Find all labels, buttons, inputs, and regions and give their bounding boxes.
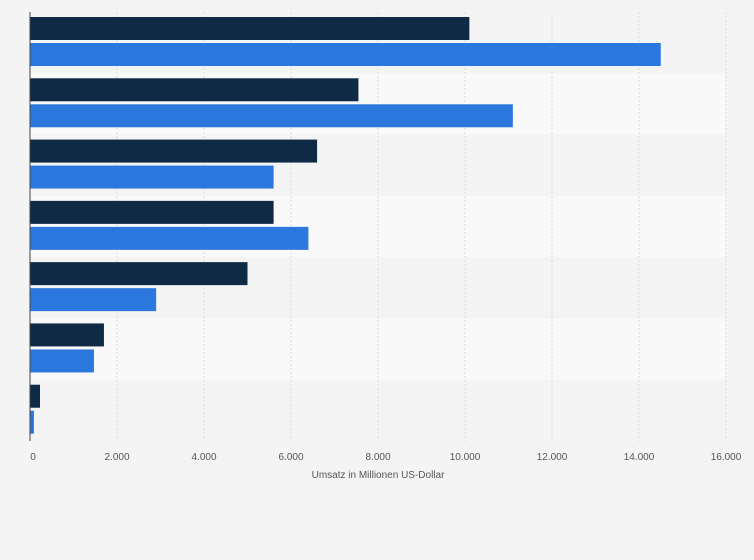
bar-series-2 [30,165,274,189]
bar-series-2 [30,104,513,128]
gridlines [116,12,727,441]
bars [30,17,661,434]
bar-series-1 [30,17,470,40]
bar-series-2 [30,349,94,373]
bar-series-1 [30,200,274,224]
bar-series-1 [30,323,104,347]
bar-series-1 [30,262,248,286]
x-tick-label: 8.000 [365,452,390,463]
x-tick-label: 14.000 [624,452,655,463]
x-tick-labels: 0 2.000 4.000 6.000 8.000 10.000 12.000 14.000 1… [30,452,742,463]
x-axis-title: Umsatz in Millionen US-Dollar [312,470,445,481]
x-tick-label: 4.000 [191,452,216,463]
bar-series-2 [30,410,34,434]
bar-series-1 [30,78,359,102]
bar-series-2 [30,288,157,312]
x-tick-label: 16.000 [711,452,742,463]
bar-series-2 [30,226,309,250]
bar-series-1 [30,384,41,408]
x-tick-label: 12.000 [537,452,568,463]
bar-series-1 [30,139,318,163]
x-tick-label: 2.000 [104,452,129,463]
bar-series-2 [30,43,661,66]
x-tick-label: 0 [30,452,36,463]
x-tick-label: 6.000 [278,452,303,463]
x-tick-label: 10.000 [450,452,481,463]
